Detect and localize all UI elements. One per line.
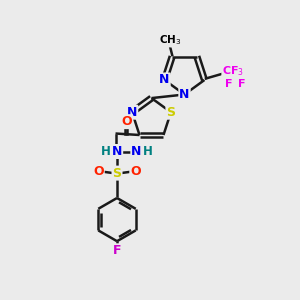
Text: S: S xyxy=(167,106,176,119)
Text: O: O xyxy=(122,115,132,128)
Text: N: N xyxy=(159,74,170,86)
Text: N: N xyxy=(179,88,190,101)
Text: O: O xyxy=(93,165,104,178)
Text: H: H xyxy=(143,145,152,158)
Text: N: N xyxy=(112,145,122,158)
Text: S: S xyxy=(112,167,122,180)
Text: CH$_3$: CH$_3$ xyxy=(158,33,181,47)
Text: CF$_3$: CF$_3$ xyxy=(222,65,244,79)
Text: O: O xyxy=(130,165,141,178)
Text: F: F xyxy=(113,244,121,257)
Text: N: N xyxy=(131,145,142,158)
Text: N: N xyxy=(127,106,137,119)
Text: F: F xyxy=(238,79,246,89)
Text: F: F xyxy=(225,79,232,89)
Text: H: H xyxy=(101,145,111,158)
